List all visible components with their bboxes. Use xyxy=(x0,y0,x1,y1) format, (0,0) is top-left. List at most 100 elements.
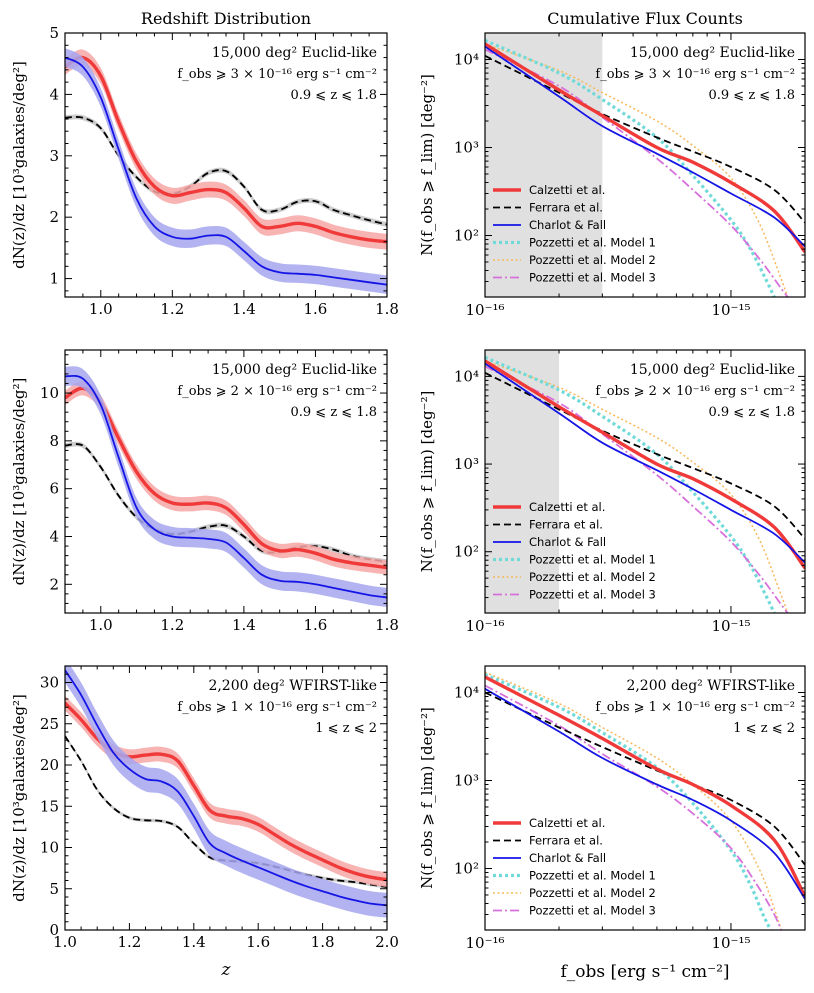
redshift-range-label: 0.9 ⩽ z ⩽ 1.8 xyxy=(290,88,377,103)
charlot-flux-count-curve xyxy=(485,45,805,248)
pozzetti1-flux-count-curve xyxy=(485,673,773,930)
charlot-uncertainty-band xyxy=(65,366,387,607)
y-tick-label: 3 xyxy=(49,147,59,165)
legend: Calzetti et al. Ferrara et al. Charlot & F… xyxy=(493,183,656,285)
flux-cut-label: f_obs ⩾ 1 × 10⁻¹⁶ erg s⁻¹ cm⁻² xyxy=(177,700,377,715)
y-tick-label: 10⁴ xyxy=(454,50,479,68)
legend-label-pozzetti2: Pozzetti et al. Model 2 xyxy=(529,253,656,267)
x-tick-label: 10⁻¹⁵ xyxy=(711,301,750,319)
flux-cut-label: f_obs ⩾ 2 × 10⁻¹⁶ erg s⁻¹ cm⁻² xyxy=(595,384,795,399)
x-tick-label: 1.8 xyxy=(375,616,399,634)
redshift-range-label: 0.9 ⩽ z ⩽ 1.8 xyxy=(708,88,795,103)
x-tick-label: 10⁻¹⁶ xyxy=(465,934,504,952)
redshift-range-label: 1 ⩽ z ⩽ 2 xyxy=(733,721,795,736)
survey-label: 15,000 deg² Euclid-like xyxy=(212,362,377,378)
survey-label: 2,200 deg² WFIRST-like xyxy=(626,678,795,694)
flux-panel-frame xyxy=(484,32,806,298)
x-tick-label: 1.6 xyxy=(304,300,328,318)
redshift-panel-3: 1.0 1.2 1.4 1.6 1.8 2.0 0 5 10 15 20 25 30 dN(z)/dz [… xyxy=(10,665,399,980)
x-tick-label: 1.4 xyxy=(182,933,206,951)
redshift-y-axis-label: dN(z)/dz [10³galaxies/deg²] xyxy=(10,694,28,902)
pozzetti3-flux-count-curve xyxy=(485,365,789,613)
x-tick-label: 1.8 xyxy=(375,300,399,318)
x-tick-label: 1.4 xyxy=(232,616,256,634)
x-tick-label: 10⁻¹⁵ xyxy=(711,934,750,952)
y-tick-label: 10² xyxy=(454,543,479,561)
x-tick-label: 1.8 xyxy=(311,933,335,951)
flux-counts-panel-1: 10⁻¹⁶ 10⁻¹⁵ 10² 10³ 10⁴ N(f_obs ⩾ f_lim) [deg… xyxy=(418,32,806,319)
legend-label-pozzetti3: Pozzetti et al. Model 3 xyxy=(529,588,656,602)
y-tick-label: 30 xyxy=(40,674,59,692)
charlot-redshift-curve xyxy=(65,374,387,599)
y-tick-label: 10 xyxy=(40,384,59,402)
x-tick-label: 1.0 xyxy=(53,933,77,951)
x-tick-label: 10⁻¹⁶ xyxy=(465,301,504,319)
calzetti-flux-count-curve xyxy=(485,675,805,898)
legend-label-pozzetti3: Pozzetti et al. Model 3 xyxy=(529,904,656,918)
legend-label-charlot: Charlot & Fall xyxy=(529,218,606,232)
redshift-range-label: 1 ⩽ z ⩽ 2 xyxy=(315,721,377,736)
x-tick-label: 1.0 xyxy=(89,300,113,318)
x-tick-label: 1.4 xyxy=(232,300,256,318)
y-tick-label: 6 xyxy=(49,480,59,498)
pozzetti3-flux-count-curve xyxy=(485,684,783,930)
pozzetti2-flux-count-curve xyxy=(485,671,782,930)
legend: Calzetti et al. Ferrara et al. Charlot & F… xyxy=(493,500,656,602)
x-tick-label: 1.0 xyxy=(89,616,113,634)
ferrara-flux-count-curve xyxy=(485,371,805,540)
legend-label-pozzetti1: Pozzetti et al. Model 1 xyxy=(529,869,656,883)
y-tick-label: 8 xyxy=(49,432,59,450)
y-tick-label: 5 xyxy=(49,880,59,898)
y-tick-label: 10⁴ xyxy=(454,683,479,701)
y-tick-label: 20 xyxy=(40,756,59,774)
legend-label-pozzetti2: Pozzetti et al. Model 2 xyxy=(529,886,656,900)
flux-plot-area xyxy=(485,33,805,297)
legend-label-calzetti: Calzetti et al. xyxy=(529,816,605,830)
column-title-left: Redshift Distribution xyxy=(141,9,311,28)
flux-panel-frame xyxy=(484,349,806,614)
y-tick-label: 10³ xyxy=(454,455,479,473)
survey-label: 15,000 deg² Euclid-like xyxy=(630,45,795,61)
x-tick-label: 10⁻¹⁵ xyxy=(711,617,750,635)
redshift-plot-area xyxy=(65,666,387,918)
flux-counts-panel-3: 10⁻¹⁶ 10⁻¹⁵ 10² 10³ 10⁴ N(f_obs ⩾ f_lim) [deg… xyxy=(418,665,806,982)
pozzetti3-flux-count-curve xyxy=(485,48,789,297)
legend-label-pozzetti3: Pozzetti et al. Model 3 xyxy=(529,271,656,285)
redshift-y-axis-label: dN(z)/dz [10³galaxies/deg²] xyxy=(10,61,28,269)
charlot-flux-count-curve xyxy=(485,362,805,564)
charlot-uncertainty-band xyxy=(65,666,387,918)
y-tick-label: 10 xyxy=(40,839,59,857)
ferrara-redshift-curve xyxy=(65,443,387,563)
calzetti-redshift-curve xyxy=(65,386,387,570)
flux-plot-area xyxy=(485,671,805,930)
legend-label-calzetti: Calzetti et al. xyxy=(529,183,605,197)
x-tick-label: 1.6 xyxy=(246,933,270,951)
survey-label: 15,000 deg² Euclid-like xyxy=(212,45,377,61)
flux-plot-area xyxy=(485,350,805,613)
excluded-flux-region xyxy=(485,350,560,613)
y-tick-label: 1 xyxy=(49,270,59,288)
legend-label-ferrara: Ferrara et al. xyxy=(529,201,603,215)
flux-cut-label: f_obs ⩾ 3 × 10⁻¹⁶ erg s⁻¹ cm⁻² xyxy=(177,67,377,82)
y-tick-label: 10² xyxy=(454,859,479,877)
redshift-x-axis-label: z xyxy=(221,960,232,980)
charlot-flux-count-curve xyxy=(485,688,805,900)
legend-label-charlot: Charlot & Fall xyxy=(529,535,606,549)
x-tick-label: 1.2 xyxy=(160,616,184,634)
flux-cut-label: f_obs ⩾ 3 × 10⁻¹⁶ erg s⁻¹ cm⁻² xyxy=(595,67,795,82)
redshift-range-label: 0.9 ⩽ z ⩽ 1.8 xyxy=(708,405,795,420)
flux-y-axis-label: N(f_obs ⩾ f_lim) [deg⁻²] xyxy=(418,74,436,256)
calzetti-flux-count-curve xyxy=(485,42,805,254)
flux-panel-frame xyxy=(484,665,806,931)
x-tick-label: 10⁻¹⁶ xyxy=(465,617,504,635)
y-tick-label: 5 xyxy=(49,24,59,42)
pozzetti2-flux-count-curve xyxy=(485,360,789,613)
y-tick-label: 25 xyxy=(40,715,59,733)
flux-cut-label: f_obs ⩾ 1 × 10⁻¹⁶ erg s⁻¹ cm⁻² xyxy=(595,700,795,715)
legend-label-pozzetti1: Pozzetti et al. Model 1 xyxy=(529,236,656,250)
ferrara-redshift-curve xyxy=(65,735,387,888)
y-tick-label: 0 xyxy=(49,921,59,939)
y-tick-label: 15 xyxy=(40,797,59,815)
calzetti-redshift-curve xyxy=(65,55,387,244)
